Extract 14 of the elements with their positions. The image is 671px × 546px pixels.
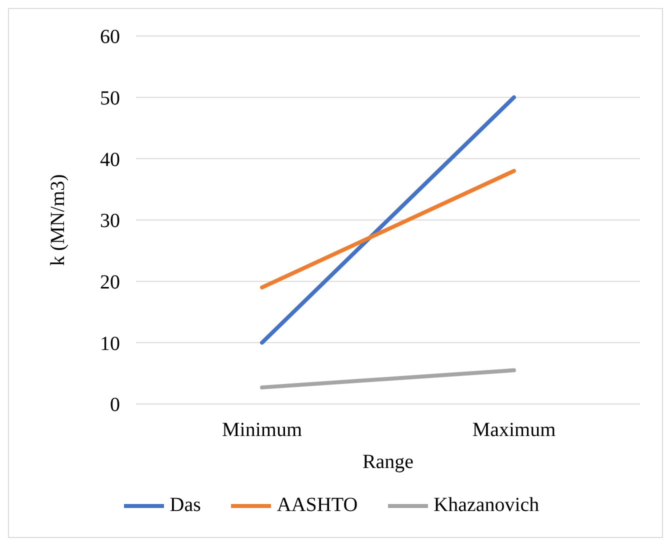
y-tick-label: 0 xyxy=(110,394,120,416)
y-tick-label: 30 xyxy=(100,210,120,232)
x-axis-title: Range xyxy=(362,451,414,474)
legend-label: Khazanovich xyxy=(434,494,540,517)
x-tick-label: Maximum xyxy=(472,419,556,442)
y-tick-label: 40 xyxy=(100,148,120,171)
y-tick-label: 60 xyxy=(100,26,120,48)
x-tick-label: Minimum xyxy=(222,419,302,442)
legend-label: AASHTO xyxy=(276,494,358,517)
y-tick-label: 50 xyxy=(100,87,120,110)
y-tick-label: 10 xyxy=(100,332,120,355)
y-axis-title: k (MN/m3) xyxy=(47,174,70,266)
y-tick-label: 20 xyxy=(100,271,120,294)
legend-label: Das xyxy=(170,494,201,517)
